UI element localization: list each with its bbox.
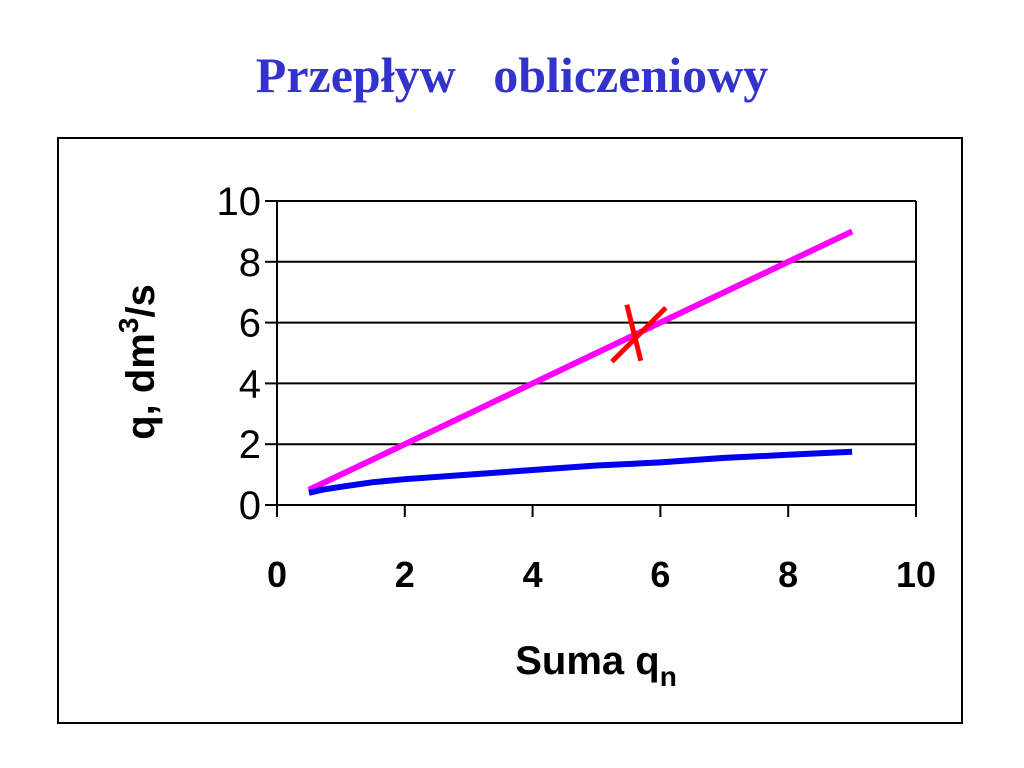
series: [307, 228, 854, 496]
y-axis-title: q, dm3/s: [113, 284, 163, 440]
x-tick-label: 2: [395, 554, 415, 595]
series-line-2: [308, 448, 853, 496]
y-tick-label: 10: [217, 180, 262, 224]
line-chart: 0 2 4 6 8 10 0 2 4 6 8 10 Suma qn q, dm3/s: [113, 180, 937, 692]
series-line-1: [307, 228, 854, 493]
x-marker: [610, 304, 668, 364]
x-marker-stroke: [610, 305, 668, 364]
x-tick-label: 6: [650, 554, 670, 595]
slide-title: Przepływ obliczeniowy: [255, 47, 769, 103]
y-tick-label: 8: [239, 241, 261, 285]
x-tick-label: 10: [896, 554, 936, 595]
x-tick-label: 0: [267, 554, 287, 595]
x-tick-label: 8: [778, 554, 798, 595]
axes: [265, 200, 917, 517]
x-tick-label: 4: [523, 554, 543, 595]
y-tick-label: 2: [239, 423, 261, 467]
chart-frame: 0 2 4 6 8 10 0 2 4 6 8 10 Suma qn q, dm3/s: [57, 137, 963, 724]
markers: [610, 304, 668, 364]
grid-lines: [277, 200, 916, 446]
y-tick-label: 4: [239, 362, 261, 406]
y-tick-label: 6: [239, 302, 261, 346]
x-axis-title: Suma qn: [515, 639, 677, 692]
y-tick-label: 0: [239, 484, 261, 528]
x-marker-stroke: [624, 304, 644, 362]
tick-labels: 0 2 4 6 8 10 0 2 4 6 8 10: [217, 180, 937, 595]
